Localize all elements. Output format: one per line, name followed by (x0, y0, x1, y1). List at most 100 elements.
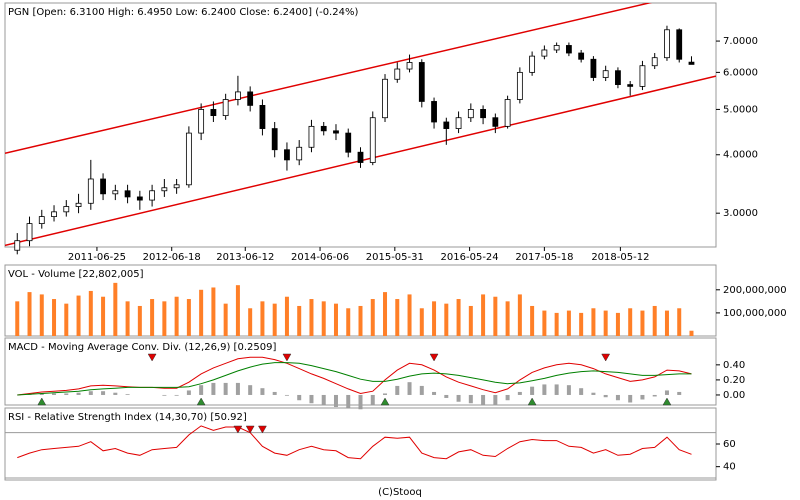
x-tick-label: 2013-06-12 (216, 252, 274, 263)
volume-bar (52, 299, 57, 336)
volume-bar (395, 299, 400, 336)
volume-bar (64, 303, 69, 336)
volume-bar (566, 310, 571, 336)
candle-body (382, 78, 388, 119)
histogram-bar (554, 384, 559, 395)
histogram-bar (591, 392, 596, 395)
candle-body (394, 68, 401, 80)
histogram-bar (407, 382, 412, 395)
volume-bar (284, 296, 289, 336)
histogram-bar (235, 382, 240, 395)
volume-bar (456, 299, 461, 336)
candle-body (259, 104, 266, 129)
volume-bar (407, 294, 412, 336)
candle-body (112, 190, 119, 195)
candle-body (418, 62, 425, 102)
volume-bar (76, 295, 81, 336)
volume-bar (677, 308, 682, 336)
volume-bar (101, 296, 106, 336)
volume-bar (199, 289, 204, 336)
volume-bar (591, 308, 596, 336)
volume-bar (162, 301, 167, 336)
volume-bar (530, 305, 535, 336)
histogram-bar (346, 394, 351, 409)
volume-bar (640, 310, 645, 336)
volume-bar (235, 285, 240, 336)
candle-body (492, 117, 499, 127)
candle-body (26, 223, 33, 242)
volume-bar (297, 305, 302, 336)
histogram-bar (321, 394, 326, 405)
y-tick-label: 4.0000 (723, 150, 758, 161)
buy-marker (380, 397, 390, 406)
histogram-bar (640, 394, 645, 400)
candle-body (578, 52, 585, 60)
histogram-bar (481, 394, 486, 405)
rsi-line (17, 425, 692, 460)
histogram-bar (125, 394, 130, 395)
candle-body (124, 190, 131, 198)
y-tick-label: 0.40 (723, 360, 745, 371)
volume-bar (113, 282, 118, 336)
candle-body (308, 125, 315, 148)
histogram-bar (615, 394, 620, 401)
volume-bar (652, 305, 657, 336)
histogram-bar (284, 394, 289, 396)
volume-bar (664, 310, 669, 336)
histogram-bar (579, 388, 584, 395)
candle-body (639, 65, 646, 87)
candle-body (664, 29, 670, 59)
candle-body (565, 45, 572, 54)
candle-body (38, 216, 45, 225)
volume-bar (628, 308, 633, 336)
volume-bar (370, 299, 375, 336)
histogram-bar (64, 393, 69, 395)
candle-body (63, 206, 70, 213)
histogram-bar (39, 393, 44, 395)
volume-bar (554, 312, 559, 336)
y-tick-label: 6.0000 (723, 67, 758, 78)
histogram-bar (223, 382, 228, 395)
volume-bar (309, 299, 314, 336)
x-tick-label: 2014-06-06 (291, 252, 349, 263)
y-tick-label: 200,000,000 (723, 285, 787, 296)
volume-bar (505, 301, 510, 336)
volume-bar (444, 303, 449, 336)
histogram-bar (456, 394, 461, 402)
volume-bar (689, 330, 694, 336)
histogram-bar (272, 391, 277, 395)
histogram-bar (468, 394, 473, 404)
volume-bar (260, 301, 265, 336)
volume-bar (125, 301, 130, 336)
histogram-bar (419, 385, 424, 395)
volume-bar (517, 294, 522, 336)
y-tick-label: 0.00 (723, 390, 745, 401)
volume-bar (468, 305, 473, 336)
histogram-bar (677, 391, 682, 395)
x-tick-label: 2016-05-24 (441, 252, 499, 263)
histogram-bar (297, 394, 302, 401)
volume-bar (603, 310, 608, 336)
sell-marker (282, 353, 292, 362)
candle-body (284, 149, 290, 161)
volume-bar (579, 312, 584, 336)
volume-bar (358, 305, 363, 336)
x-tick-label: 2017-05-18 (515, 252, 573, 263)
histogram-bar (628, 394, 633, 403)
candle-body (590, 58, 597, 78)
candle-body (222, 99, 229, 117)
candle-body (516, 71, 523, 100)
x-tick-label: 2012-06-18 (143, 252, 201, 263)
histogram-bar (444, 394, 449, 398)
volume-bar (419, 308, 424, 336)
candle-body (75, 202, 82, 207)
sell-marker (258, 425, 267, 434)
volume-bar (615, 312, 620, 336)
histogram-bar (542, 384, 547, 395)
panel-title: MACD - Moving Average Conv. Div. (12,26,… (8, 342, 276, 353)
candle-body (431, 101, 437, 123)
channel-line (5, 3, 653, 154)
volume-bar (186, 299, 191, 336)
